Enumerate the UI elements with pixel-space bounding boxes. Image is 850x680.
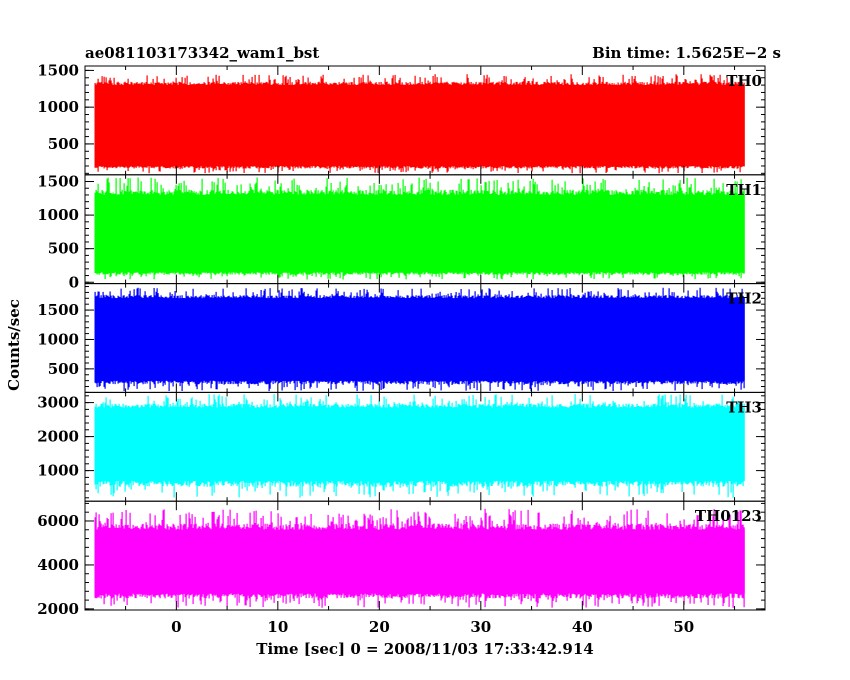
panel-label: TH3 <box>726 398 762 416</box>
series-th1-band <box>95 194 745 273</box>
y-tick-label: 2000 <box>37 428 79 446</box>
panel-label: TH2 <box>726 290 762 308</box>
x-axis-label: Time [sec] 0 = 2008/11/03 17:33:42.914 <box>256 640 593 658</box>
y-tick-label: 4000 <box>37 556 79 574</box>
x-tick-label: 50 <box>673 618 694 636</box>
y-tick-label: 6000 <box>37 512 79 530</box>
y-tick-label: 1000 <box>37 462 79 480</box>
panel-label: TH1 <box>726 181 762 199</box>
panel-frame <box>84 500 766 611</box>
series-th0123-band <box>95 529 745 594</box>
panel-label: TH0 <box>726 72 762 90</box>
chart-title: ae081103173342_wam1_bst <box>85 44 319 62</box>
y-tick-label: 3000 <box>37 394 79 412</box>
y-tick-label: 1000 <box>37 206 79 224</box>
x-tick-label: 20 <box>369 618 390 636</box>
series-th0-band <box>95 85 745 166</box>
panel-th1: 0 500 1000 1500 TH1 <box>37 173 766 291</box>
panel-label: TH0123 <box>695 507 762 525</box>
y-tick-label: 1500 <box>37 173 79 191</box>
panel-th0123: 2000 4000 6000 TH0123 <box>37 500 766 618</box>
y-tick-label: 1500 <box>37 61 79 79</box>
y-tick-label: 0 <box>69 273 79 291</box>
series-th2-band <box>95 298 745 381</box>
x-tick-label: 40 <box>572 618 593 636</box>
y-tick-label: 500 <box>48 360 79 378</box>
y-tick-label: 500 <box>48 240 79 258</box>
y-tick-label: 1500 <box>37 301 79 319</box>
x-tick-label: 30 <box>470 618 491 636</box>
x-tick-label: 0 <box>171 618 181 636</box>
series-th3-band <box>95 407 745 481</box>
y-tick-label: 500 <box>48 135 79 153</box>
x-tick-label: 10 <box>267 618 288 636</box>
panel-th3: 1000 2000 3000 TH3 <box>37 391 766 502</box>
panel-th0: 500 1000 1500 TH0 <box>37 61 766 176</box>
y-axis-label: Counts/sec <box>5 299 23 391</box>
y-tick-label: 1000 <box>37 98 79 116</box>
bin-time-label: Bin time: 1.5625E−2 s <box>592 44 781 62</box>
y-tick-label: 2000 <box>37 600 79 618</box>
panel-th2: 500 1000 1500 TH2 <box>37 283 766 393</box>
y-tick-label: 1000 <box>37 330 79 348</box>
